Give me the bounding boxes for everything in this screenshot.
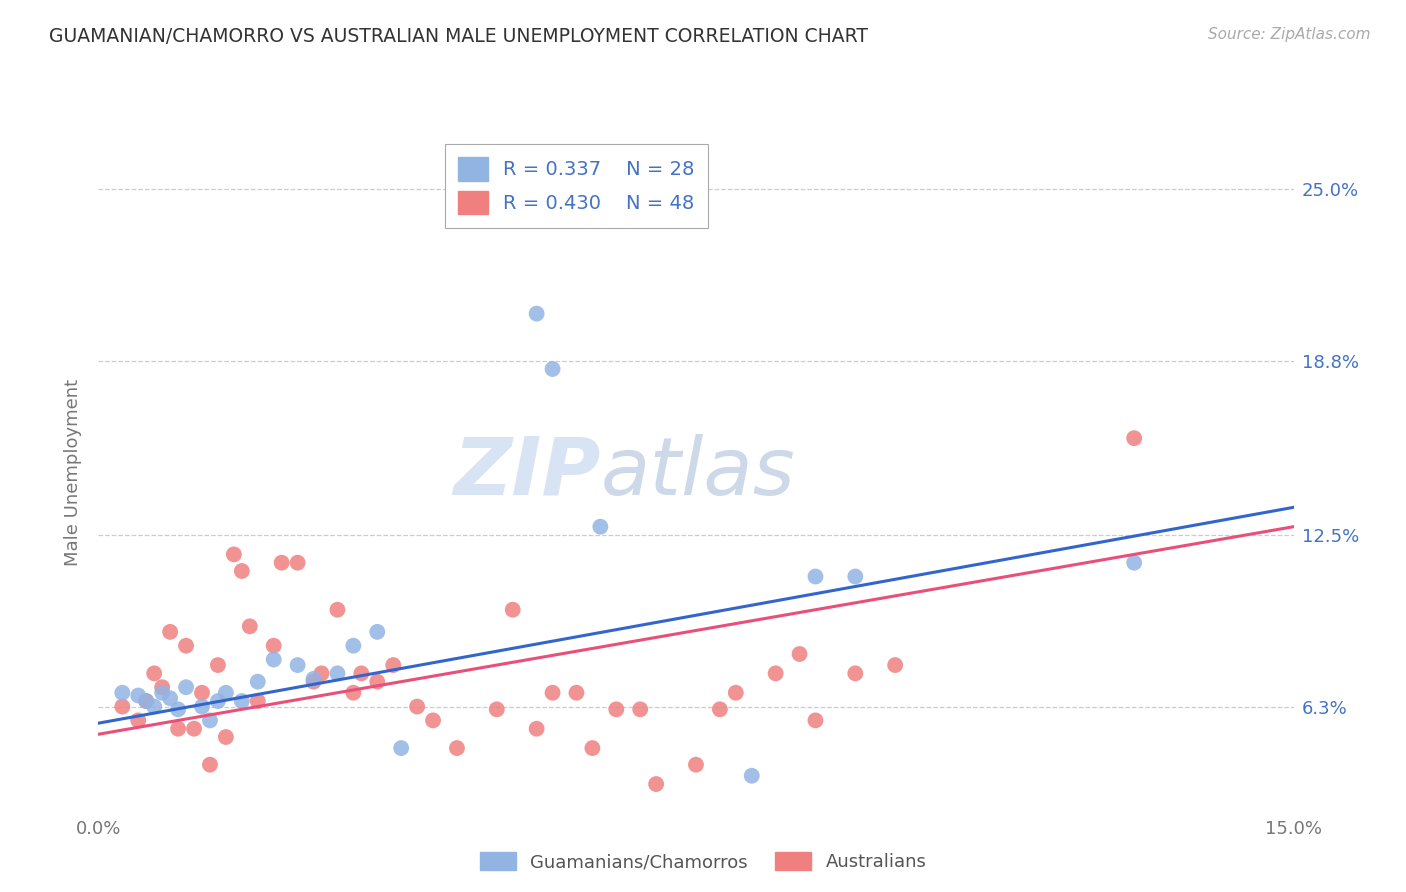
Point — [302, 672, 325, 686]
Point — [127, 714, 149, 728]
Point — [645, 777, 668, 791]
Legend: Guamanians/Chamorros, Australians: Guamanians/Chamorros, Australians — [472, 845, 934, 879]
Point — [709, 702, 731, 716]
Point — [191, 686, 214, 700]
Point — [143, 666, 166, 681]
Point — [198, 757, 221, 772]
Text: Source: ZipAtlas.com: Source: ZipAtlas.com — [1208, 27, 1371, 42]
Point — [215, 730, 238, 744]
Point — [215, 686, 238, 700]
Point — [685, 757, 707, 772]
Point — [446, 741, 468, 756]
Point — [589, 519, 612, 533]
Point — [1123, 556, 1146, 570]
Point — [239, 619, 262, 633]
Point — [159, 624, 181, 639]
Text: atlas: atlas — [600, 434, 796, 512]
Point — [231, 564, 253, 578]
Point — [628, 702, 651, 716]
Point — [350, 666, 373, 681]
Point — [1123, 431, 1146, 445]
Point — [326, 666, 349, 681]
Point — [270, 556, 292, 570]
Point — [246, 674, 269, 689]
Point — [844, 569, 866, 583]
Point — [526, 307, 548, 321]
Point — [191, 699, 214, 714]
Point — [724, 686, 747, 700]
Point — [804, 569, 827, 583]
Point — [167, 702, 190, 716]
Point — [485, 702, 508, 716]
Point — [382, 658, 405, 673]
Point — [287, 658, 309, 673]
Point — [565, 686, 588, 700]
Point — [135, 694, 157, 708]
Point — [502, 603, 524, 617]
Text: ZIP: ZIP — [453, 434, 600, 512]
Point — [111, 699, 134, 714]
Point — [143, 699, 166, 714]
Point — [844, 666, 866, 681]
Point — [789, 647, 811, 661]
Point — [150, 686, 173, 700]
Point — [366, 624, 388, 639]
Point — [605, 702, 627, 716]
Point — [183, 722, 205, 736]
Point — [541, 362, 564, 376]
Point — [263, 652, 285, 666]
Point — [150, 680, 173, 694]
Point — [581, 741, 603, 756]
Legend: R = 0.337    N = 28, R = 0.430    N = 48: R = 0.337 N = 28, R = 0.430 N = 48 — [444, 144, 709, 228]
Point — [287, 556, 309, 570]
Point — [246, 694, 269, 708]
Point — [174, 680, 197, 694]
Point — [311, 666, 333, 681]
Point — [174, 639, 197, 653]
Point — [422, 714, 444, 728]
Point — [884, 658, 907, 673]
Point — [207, 658, 229, 673]
Point — [342, 686, 364, 700]
Text: GUAMANIAN/CHAMORRO VS AUSTRALIAN MALE UNEMPLOYMENT CORRELATION CHART: GUAMANIAN/CHAMORRO VS AUSTRALIAN MALE UN… — [49, 27, 869, 45]
Point — [231, 694, 253, 708]
Point — [263, 639, 285, 653]
Point — [302, 674, 325, 689]
Point — [741, 769, 763, 783]
Point — [804, 714, 827, 728]
Point — [406, 699, 429, 714]
Point — [198, 714, 221, 728]
Point — [541, 686, 564, 700]
Point — [366, 674, 388, 689]
Y-axis label: Male Unemployment: Male Unemployment — [65, 379, 83, 566]
Point — [207, 694, 229, 708]
Point — [159, 691, 181, 706]
Point — [135, 694, 157, 708]
Point — [111, 686, 134, 700]
Point — [342, 639, 364, 653]
Point — [167, 722, 190, 736]
Point — [389, 741, 412, 756]
Point — [526, 722, 548, 736]
Point — [222, 548, 245, 562]
Point — [127, 689, 149, 703]
Point — [326, 603, 349, 617]
Point — [765, 666, 787, 681]
